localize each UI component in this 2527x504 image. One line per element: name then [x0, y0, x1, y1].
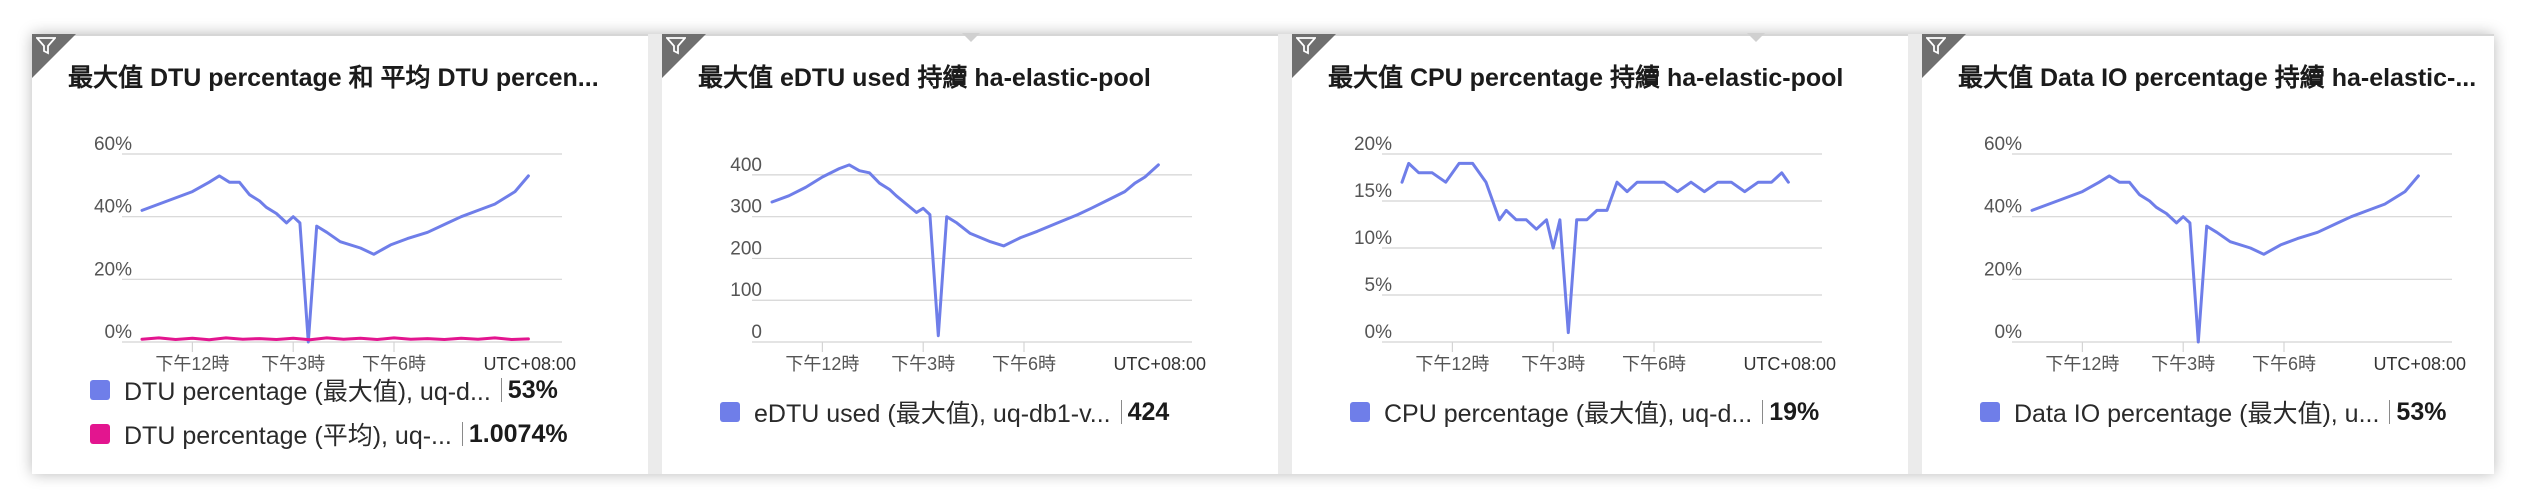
filter-icon[interactable]	[1926, 37, 1946, 55]
tile-title[interactable]: 最大值 CPU percentage 持續 ha-elastic-pool	[1328, 64, 1844, 92]
legend-series-value: 19%	[1769, 397, 1820, 426]
legend-separator	[500, 378, 502, 402]
legend-series-name: DTU percentage (最大值), uq-d...	[124, 378, 491, 406]
legend-swatch	[1350, 402, 1370, 422]
legend-series-name: DTU percentage (平均), uq-...	[124, 422, 452, 450]
tile-top-border	[1922, 34, 2494, 36]
y-tick-label: 60%	[94, 134, 132, 155]
legend-series-name: Data IO percentage (最大值), u...	[2014, 400, 2380, 428]
legend-series-value: 53%	[507, 375, 558, 404]
y-tick-label: 100	[730, 280, 762, 301]
x-tick-label: 下午12時	[155, 354, 229, 374]
x-tick-label: 下午3時	[261, 354, 325, 374]
legend-item[interactable]: CPU percentage (最大值), uq-d... 19%	[1350, 390, 1898, 434]
line-chart[interactable]: 20% 15% 10% 5% 0% 下午12時 下午3時 下午6時 UTC+08:00	[1292, 120, 1852, 400]
y-tick-label: 10%	[1354, 228, 1392, 249]
legend-item[interactable]: DTU percentage (平均), uq-... 1.0074%	[90, 412, 638, 456]
legend-swatch	[90, 380, 110, 400]
x-tick-label: 下午6時	[992, 354, 1056, 374]
legend-series-name: CPU percentage (最大值), uq-d...	[1384, 400, 1753, 428]
legend: eDTU used (最大值), uq-db1-v... 424	[720, 390, 1268, 434]
resize-notch	[962, 33, 980, 42]
tile-data-io-percentage[interactable]: 最大值 Data IO percentage 持續 ha-elastic-...…	[1922, 34, 2494, 474]
legend-separator	[1120, 400, 1122, 424]
legend-item[interactable]: DTU percentage (最大值), uq-d... 53%	[90, 368, 638, 412]
y-tick-label: 40%	[1984, 197, 2022, 218]
y-tick-label: 20%	[94, 259, 132, 280]
legend-item[interactable]: Data IO percentage (最大值), u... 53%	[1980, 390, 2484, 434]
timezone-label: UTC+08:00	[483, 354, 576, 374]
legend-swatch	[720, 402, 740, 422]
legend-swatch	[1980, 402, 2000, 422]
tile-top-border	[32, 34, 648, 36]
legend: DTU percentage (最大值), uq-d... 53% DTU pe…	[90, 368, 638, 456]
y-tick-label: 20%	[1354, 134, 1392, 155]
x-tick-label: 下午12時	[1415, 354, 1489, 374]
x-tick-label: 下午3時	[1521, 354, 1585, 374]
tile-title[interactable]: 最大值 Data IO percentage 持續 ha-elastic-...	[1958, 64, 2477, 92]
legend-separator	[461, 422, 463, 446]
tile-title[interactable]: 最大值 DTU percentage 和 平均 DTU percen...	[68, 64, 599, 92]
tile-edtu-used[interactable]: 最大值 eDTU used 持續 ha-elastic-pool 400 300 2…	[662, 34, 1278, 474]
y-tick-label: 300	[730, 197, 762, 218]
legend-separator	[2389, 400, 2391, 424]
tile-title[interactable]: 最大值 eDTU used 持續 ha-elastic-pool	[698, 64, 1151, 92]
legend-series-name: eDTU used (最大值), uq-db1-v...	[754, 400, 1111, 428]
series-line	[1400, 161, 1790, 335]
tile-cpu-percentage[interactable]: 最大值 CPU percentage 持續 ha-elastic-pool 20…	[1292, 34, 1908, 474]
line-chart[interactable]: 60% 40% 20% 0% 下午12時 下午3時 下午6時 UTC+08:00	[1922, 120, 2482, 400]
legend-item[interactable]: eDTU used (最大值), uq-db1-v... 424	[720, 390, 1268, 434]
y-tick-label: 40%	[94, 197, 132, 218]
y-tick-label: 60%	[1984, 134, 2022, 155]
legend-separator	[1762, 400, 1764, 424]
tile-dtu-percentage[interactable]: 最大值 DTU percentage 和 平均 DTU percen... 60…	[32, 34, 648, 474]
y-tick-label: 200	[730, 238, 762, 259]
y-tick-label: 0	[751, 322, 762, 343]
y-tick-label: 0%	[1365, 322, 1393, 343]
x-tick-label: 下午3時	[2151, 354, 2215, 374]
timezone-label: UTC+08:00	[1743, 354, 1836, 374]
y-tick-label: 15%	[1354, 181, 1392, 202]
series-line	[140, 336, 530, 342]
legend: CPU percentage (最大值), uq-d... 19%	[1350, 390, 1898, 434]
x-tick-label: 下午3時	[891, 354, 955, 374]
y-tick-label: 5%	[1365, 275, 1393, 296]
filter-icon[interactable]	[36, 37, 56, 55]
resize-notch	[1747, 33, 1765, 42]
legend: Data IO percentage (最大值), u... 53%	[1980, 390, 2484, 434]
x-tick-label: 下午6時	[1622, 354, 1686, 374]
line-chart[interactable]: 60% 40% 20% 0% 下午12時 下午3時 下午6時 UTC+08:00	[32, 120, 592, 400]
legend-swatch	[90, 424, 110, 444]
y-tick-label: 400	[730, 155, 762, 176]
y-tick-label: 20%	[1984, 259, 2022, 280]
legend-series-value: 53%	[2396, 397, 2447, 426]
series-line	[2030, 174, 2420, 344]
legend-series-value: 424	[1127, 397, 1170, 426]
series-line	[140, 174, 530, 344]
filter-icon[interactable]	[1296, 37, 1316, 55]
line-chart[interactable]: 400 300 200 100 0 下午12時 下午3時 下午6時 UTC+08:00	[662, 120, 1222, 400]
x-tick-label: 下午12時	[785, 354, 859, 374]
y-tick-label: 0%	[105, 322, 133, 343]
dashboard-strip: 最大值 DTU percentage 和 平均 DTU percen... 60…	[32, 33, 2494, 474]
x-tick-label: 下午12時	[2045, 354, 2119, 374]
filter-icon[interactable]	[666, 37, 686, 55]
tile-top-border	[1292, 34, 1908, 36]
y-tick-label: 0%	[1995, 322, 2023, 343]
timezone-label: UTC+08:00	[1113, 354, 1206, 374]
series-line	[770, 163, 1160, 338]
timezone-label: UTC+08:00	[2373, 354, 2466, 374]
x-tick-label: 下午6時	[2252, 354, 2316, 374]
legend-series-value: 1.0074%	[468, 419, 568, 448]
x-tick-label: 下午6時	[362, 354, 426, 374]
